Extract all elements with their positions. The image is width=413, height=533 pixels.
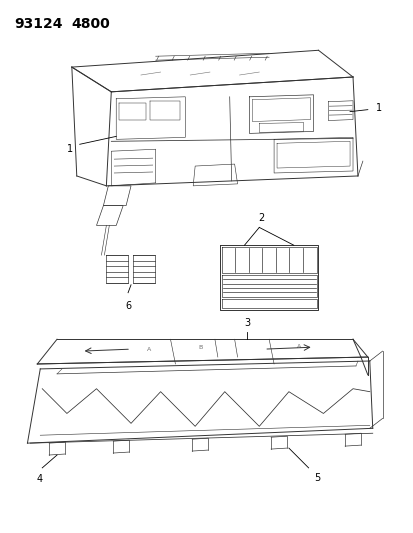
Text: 93124: 93124 [14, 17, 63, 30]
Text: 3: 3 [244, 318, 250, 328]
Text: 1: 1 [66, 144, 73, 154]
Text: 6: 6 [125, 301, 131, 311]
Text: 5: 5 [314, 473, 320, 483]
Text: 2: 2 [258, 213, 264, 223]
Text: A: A [146, 346, 151, 352]
Text: 4800: 4800 [72, 17, 110, 30]
Text: B: B [197, 345, 202, 350]
Text: 1: 1 [375, 103, 381, 112]
Text: 4: 4 [36, 474, 42, 484]
Text: A: A [296, 344, 300, 349]
